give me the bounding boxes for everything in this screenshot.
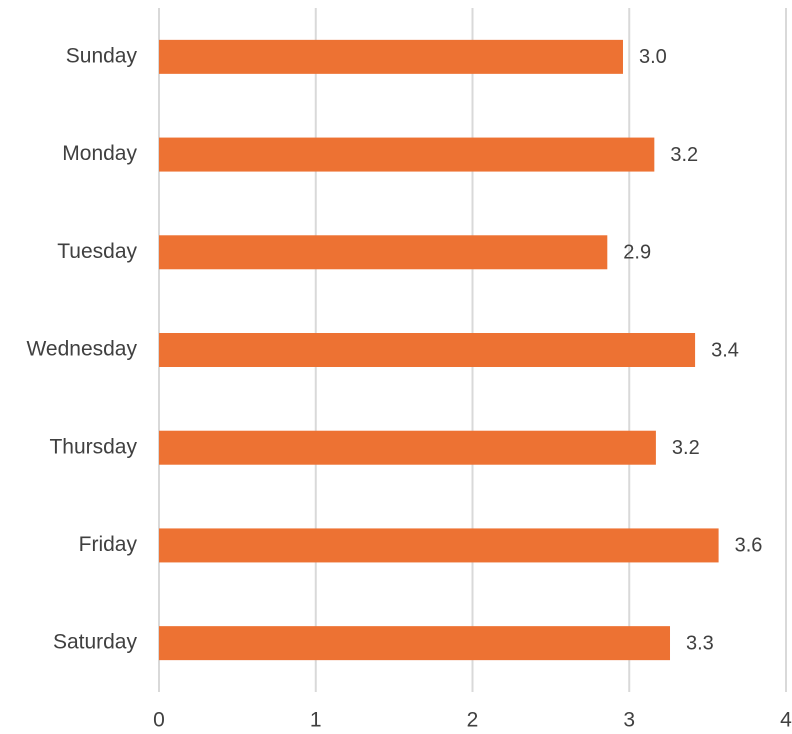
y-tick-label: Thursday <box>49 435 137 458</box>
data-label: 3.6 <box>735 535 763 557</box>
x-tick-label: 3 <box>623 709 635 732</box>
data-label: 2.9 <box>623 242 651 264</box>
bar <box>159 235 608 270</box>
x-tick-label: 1 <box>310 709 322 732</box>
data-label: 3.4 <box>711 339 739 361</box>
y-tick-label: Friday <box>79 533 138 556</box>
y-tick-label: Saturday <box>53 631 138 654</box>
bar <box>159 333 696 367</box>
y-tick-label: Tuesday <box>57 240 137 263</box>
bar <box>159 39 623 74</box>
x-tick-label: 2 <box>467 709 479 732</box>
y-tick-label: Monday <box>62 142 137 165</box>
bar <box>159 528 719 563</box>
bar <box>159 430 656 465</box>
data-label: 3.2 <box>672 437 700 459</box>
data-label: 3.0 <box>639 46 667 68</box>
y-tick-label: Sunday <box>66 44 138 67</box>
data-label: 3.2 <box>670 144 698 166</box>
y-tick-label: Wednesday <box>26 338 137 361</box>
x-tick-label: 0 <box>153 709 165 732</box>
x-tick-label: 4 <box>780 709 792 732</box>
bar <box>159 626 671 661</box>
data-label: 3.3 <box>686 632 714 654</box>
bar <box>159 137 655 172</box>
